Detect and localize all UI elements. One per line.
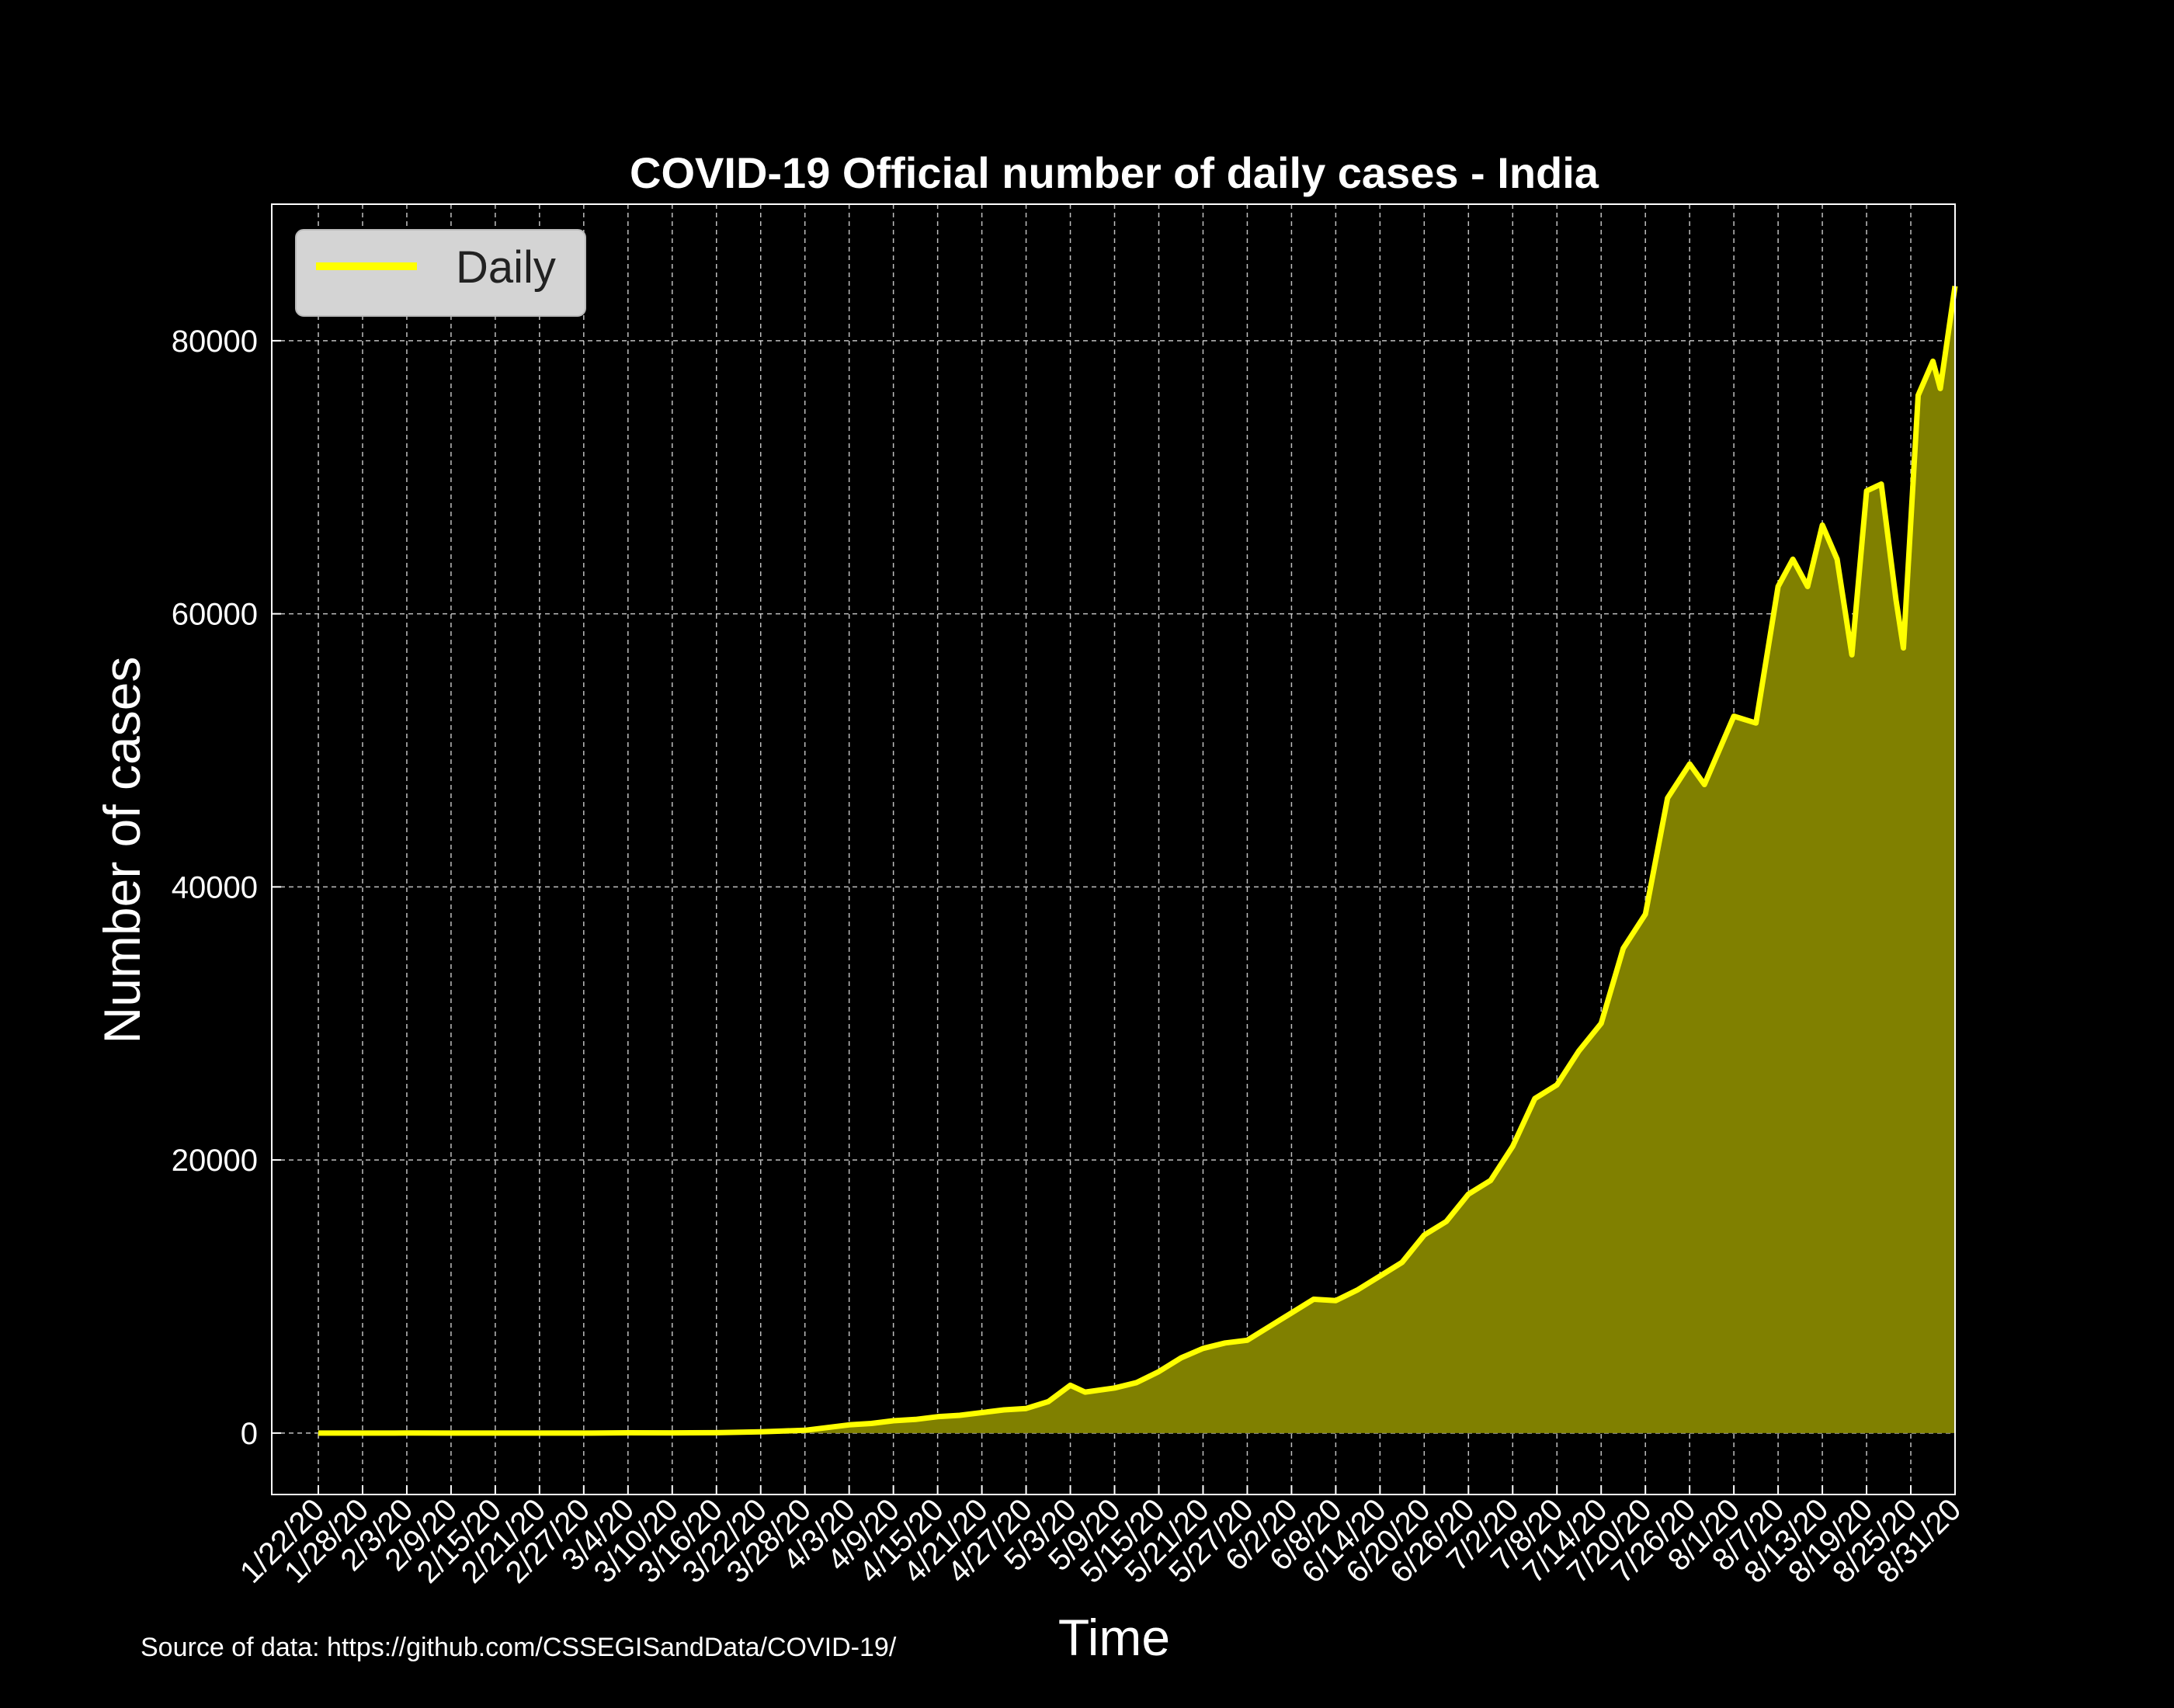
plot-frame: [271, 203, 1956, 1495]
y-tick-label: 40000: [172, 870, 258, 904]
legend-box: [295, 229, 586, 317]
x-axis-label: Time: [1058, 1609, 1170, 1666]
y-axis-label: Number of cases: [93, 657, 151, 1044]
daily-series-line: [318, 286, 1958, 1436]
y-tick-label: 0: [241, 1417, 258, 1451]
y-tick-label: 20000: [172, 1144, 258, 1178]
legend: Daily: [295, 229, 586, 317]
y-tick-label: 60000: [172, 598, 258, 632]
source-note: Source of data: https://github.com/CSSEG…: [141, 1633, 897, 1662]
chart-title: COVID-19 Official number of daily cases …: [630, 148, 1599, 197]
y-tick-label: 80000: [172, 325, 258, 359]
y-axis-ticks: 0 20000 40000 60000 80000: [172, 325, 281, 1451]
legend-label-daily: Daily: [456, 242, 556, 293]
daily-area-fill: [318, 286, 1955, 1433]
